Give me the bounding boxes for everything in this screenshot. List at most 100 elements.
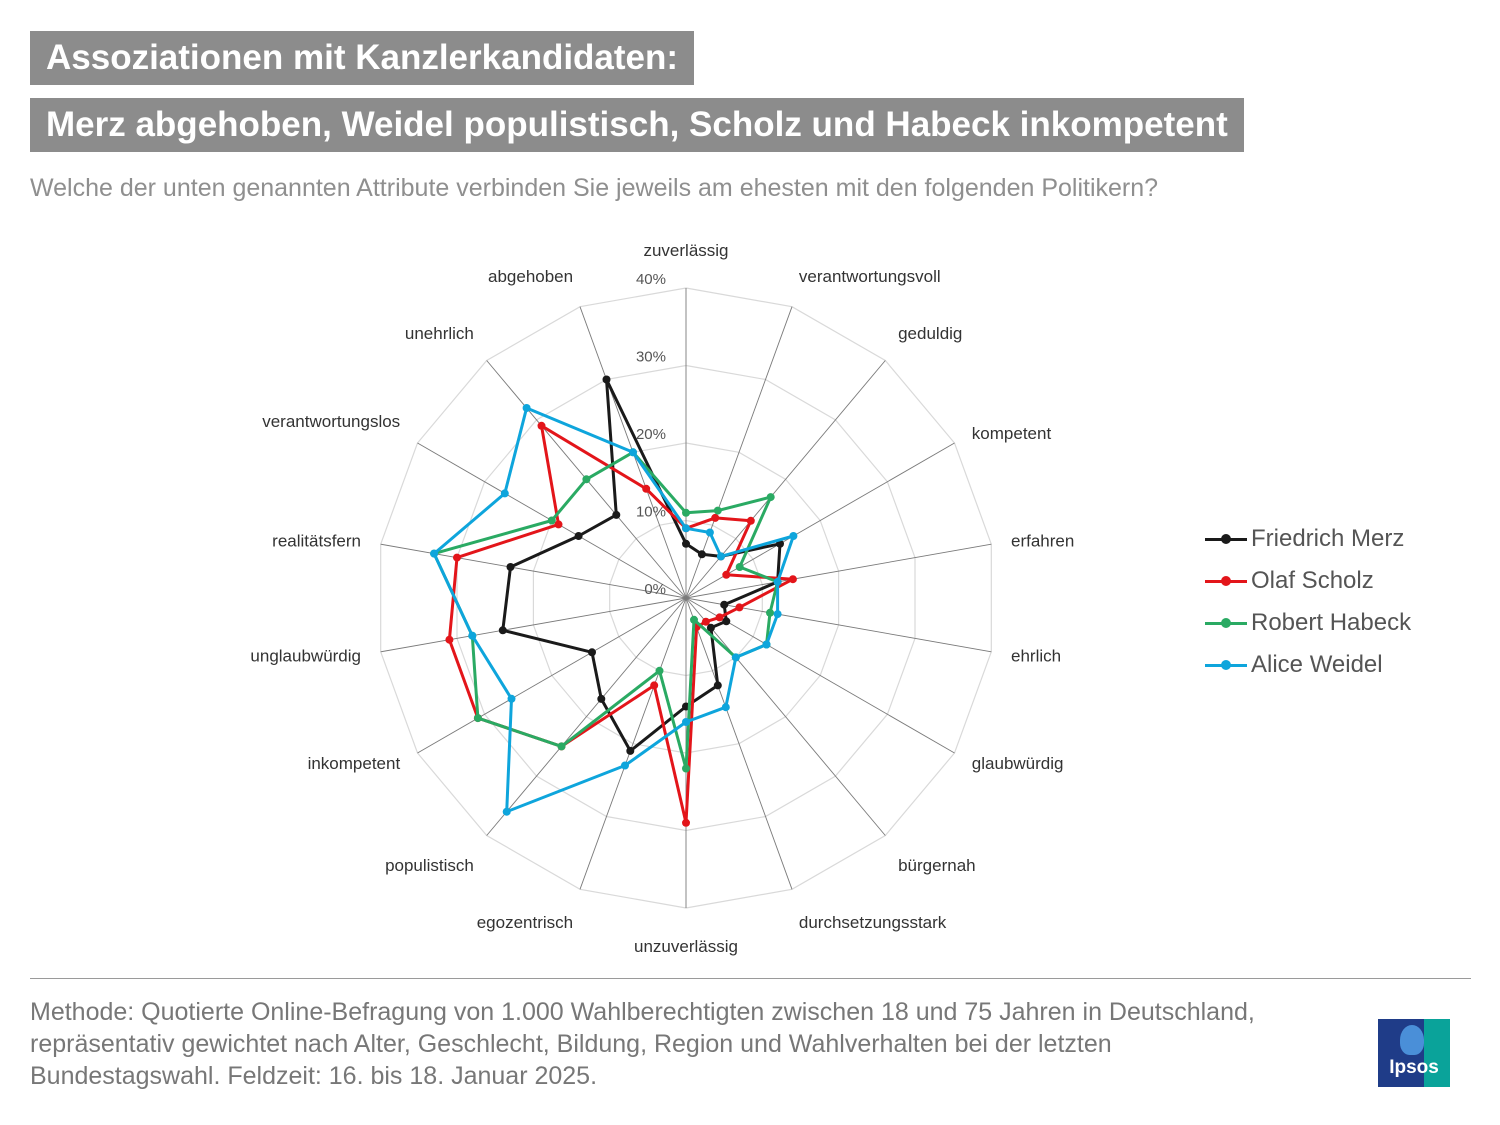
data-point	[502, 807, 511, 816]
data-point	[468, 631, 477, 640]
category-label: zuverlässig	[643, 241, 728, 260]
data-point	[557, 742, 566, 751]
category-label: glaubwürdig	[972, 754, 1064, 773]
data-point	[602, 375, 611, 384]
data-point	[705, 528, 714, 537]
legend-swatch	[1205, 613, 1247, 633]
data-point	[766, 493, 775, 502]
data-point	[597, 694, 606, 703]
tick-label: 10%	[636, 504, 666, 521]
ipsos-logo: Ipsos	[1378, 1019, 1450, 1087]
spoke	[685, 442, 955, 599]
data-point	[722, 617, 731, 626]
category-label: unehrlich	[405, 324, 474, 343]
data-point	[789, 532, 798, 540]
category-label: kompetent	[972, 424, 1052, 443]
logo-text: Ipsos	[1389, 1057, 1439, 1078]
data-point	[588, 648, 596, 657]
data-point	[762, 640, 771, 649]
spoke	[417, 597, 687, 754]
tick-label: 40%	[636, 271, 666, 288]
legend-item: Robert Habeck	[1205, 602, 1411, 644]
legend-label: Alice Weidel	[1251, 651, 1383, 678]
data-point	[642, 484, 651, 493]
category-label: unzuverlässig	[634, 937, 738, 956]
series-3	[430, 404, 798, 816]
category-label: ehrlich	[1011, 646, 1061, 665]
data-point	[720, 600, 729, 609]
method-note: Methode: Quotierte Online-Befragung von …	[30, 998, 1255, 1090]
radar-spokes	[380, 288, 992, 908]
category-label: realitätsfern	[272, 532, 361, 551]
data-point	[715, 613, 724, 622]
series-2	[430, 448, 782, 773]
data-point	[574, 532, 583, 540]
category-label: erfahren	[1011, 532, 1074, 551]
data-point	[473, 714, 482, 723]
category-label: inkompetent	[308, 754, 401, 773]
legend-label: Friedrich Merz	[1251, 525, 1405, 552]
data-point	[537, 421, 546, 430]
spoke	[380, 597, 687, 653]
legend-swatch	[1205, 571, 1247, 591]
data-point	[690, 615, 698, 624]
data-point	[706, 623, 715, 632]
data-point	[682, 764, 690, 773]
spoke	[685, 597, 955, 754]
data-point	[773, 610, 782, 619]
legend: Friedrich Merz Olaf Scholz Robert Habeck Al…	[1205, 518, 1411, 686]
data-point	[453, 553, 461, 562]
data-point	[788, 575, 797, 584]
data-point	[682, 539, 690, 548]
data-point	[716, 552, 725, 561]
data-point	[713, 681, 722, 690]
data-point	[701, 617, 710, 626]
data-point	[612, 510, 621, 519]
footer-divider	[30, 978, 1471, 979]
data-point	[522, 404, 531, 412]
category-label: abgehoben	[488, 267, 573, 286]
data-point	[682, 524, 690, 533]
legend-swatch	[1205, 529, 1247, 549]
chart-subtitle: Merz abgehoben, Weidel populistisch, Sch…	[30, 98, 1244, 152]
spoke	[685, 306, 793, 599]
data-point	[711, 513, 720, 522]
data-point	[735, 563, 744, 571]
spoke	[685, 543, 992, 599]
spoke	[579, 597, 687, 890]
tick-label: 0%	[644, 581, 666, 598]
spoke	[685, 597, 886, 836]
data-point	[697, 550, 706, 559]
data-point	[629, 448, 637, 457]
data-point	[682, 818, 690, 827]
data-series	[430, 375, 798, 827]
legend-swatch	[1205, 655, 1247, 675]
data-point	[507, 694, 516, 703]
category-labels: zuverlässig verantwortungsvoll geduldig kom…	[250, 241, 1074, 956]
survey-question: Welche der unten genannten Attribute ver…	[30, 174, 1159, 202]
data-point	[746, 516, 755, 525]
legend-label: Robert Habeck	[1251, 609, 1412, 636]
category-label: verantwortungsvoll	[799, 267, 941, 286]
category-label: unglaubwürdig	[250, 646, 361, 665]
category-label: durchsetzungsstark	[799, 913, 947, 932]
data-point	[731, 653, 740, 662]
data-point	[430, 549, 439, 558]
legend-item: Olaf Scholz	[1205, 560, 1411, 602]
data-point	[655, 666, 664, 675]
chart-title: Assoziationen mit Kanzlerkandidaten:	[30, 31, 695, 85]
tick-label: 30%	[636, 349, 666, 366]
category-label: bürgernah	[898, 856, 976, 875]
radar-chart: 0% 10% 20% 30% 40% zuverlässig verantwortungs…	[250, 241, 1074, 956]
data-point	[547, 516, 556, 525]
data-point	[506, 563, 515, 571]
data-point	[713, 506, 722, 515]
legend-label: Olaf Scholz	[1251, 567, 1374, 594]
category-label: populistisch	[385, 856, 474, 875]
data-point	[773, 577, 782, 586]
data-point	[498, 626, 507, 635]
category-label: egozentrisch	[477, 913, 573, 932]
tick-label: 20%	[636, 426, 666, 443]
legend-item: Friedrich Merz	[1205, 518, 1411, 560]
data-point	[621, 761, 629, 770]
